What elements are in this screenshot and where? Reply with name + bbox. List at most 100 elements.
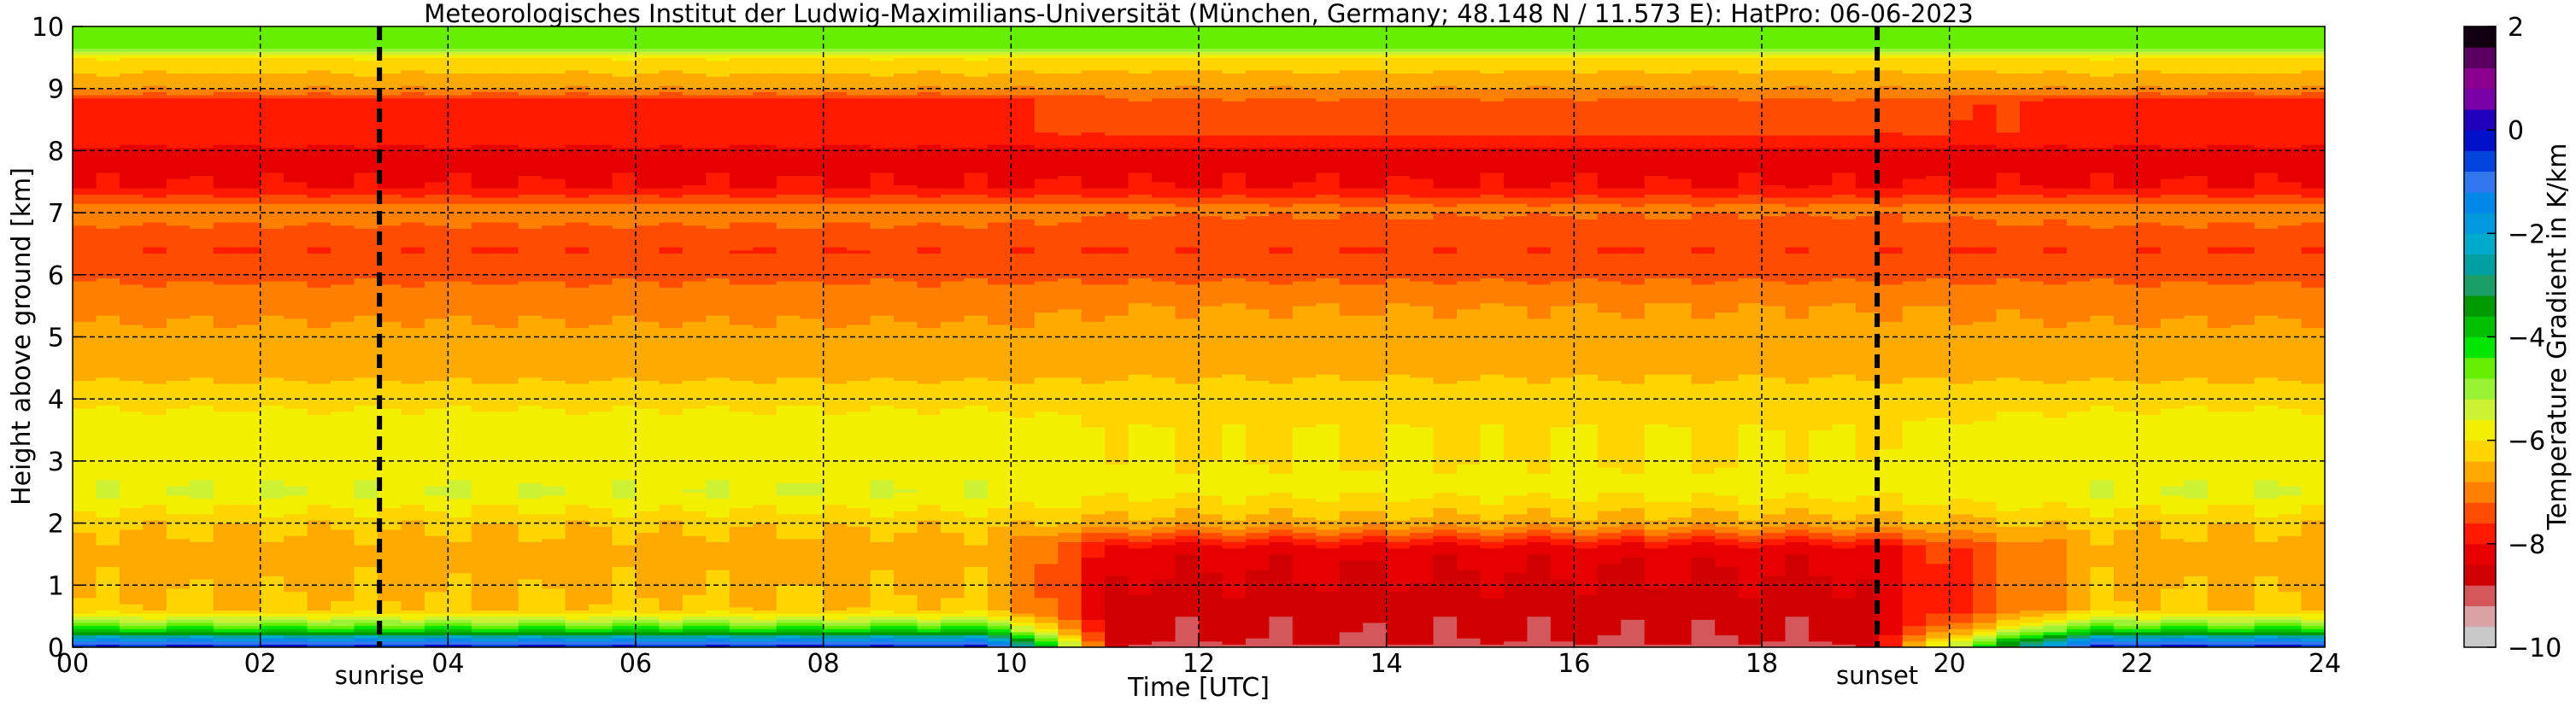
heatmap-cell [448, 587, 472, 593]
heatmap-cell [401, 448, 425, 453]
heatmap-cell [471, 482, 496, 487]
heatmap-cell [612, 405, 637, 409]
heatmap-cell [73, 312, 97, 316]
heatmap-cell [612, 374, 637, 378]
heatmap-cell [284, 392, 308, 397]
heatmap-cell [612, 349, 637, 354]
heatmap-cell [542, 51, 566, 56]
heatmap-cell [377, 321, 402, 325]
heatmap-cell [166, 324, 191, 329]
heatmap-cell [166, 482, 191, 487]
heatmap-cell [354, 492, 378, 496]
heatmap-cell [471, 532, 496, 536]
heatmap-cell [518, 553, 543, 558]
heatmap-cell [96, 200, 120, 204]
heatmap-cell [448, 135, 472, 139]
heatmap-cell [589, 302, 613, 307]
heatmap-cell [331, 169, 355, 173]
heatmap-cell [424, 464, 449, 468]
heatmap-cell [284, 293, 308, 297]
heatmap-cell [354, 60, 378, 65]
heatmap-cell [354, 94, 378, 99]
heatmap-cell [612, 94, 637, 99]
heatmap-cell [401, 91, 425, 96]
heatmap-cell [565, 283, 590, 288]
heatmap-cell [119, 380, 144, 384]
heatmap-cell [260, 315, 285, 319]
heatmap-cell [284, 234, 308, 238]
heatmap-cell [331, 206, 355, 211]
heatmap-cell [354, 51, 378, 56]
heatmap-cell [542, 135, 566, 139]
heatmap-cell [190, 498, 214, 502]
heatmap-cell [542, 206, 566, 211]
heatmap-cell [284, 361, 308, 365]
heatmap-cell [589, 94, 613, 99]
heatmap-cell [424, 585, 449, 589]
heatmap-cell [190, 535, 214, 540]
heatmap-cell [96, 560, 120, 564]
heatmap-cell [589, 435, 613, 441]
heatmap-cell [96, 268, 120, 272]
heatmap-cell [73, 57, 97, 61]
heatmap-cell [331, 488, 355, 493]
heatmap-cell [448, 414, 472, 418]
heatmap-cell [612, 190, 637, 195]
heatmap-cell [213, 591, 238, 595]
heatmap-cell [73, 327, 97, 331]
heatmap-cell [424, 494, 449, 500]
heatmap-cell [612, 476, 637, 481]
heatmap-cell [96, 488, 120, 493]
heatmap-cell [589, 579, 613, 583]
heatmap-cell [401, 247, 425, 251]
heatmap-cell [471, 73, 496, 77]
heatmap-cell [73, 324, 97, 329]
heatmap-cell [307, 203, 332, 207]
heatmap-cell [166, 557, 191, 561]
heatmap-cell [213, 63, 238, 67]
heatmap-cell [96, 566, 120, 570]
heatmap-cell [542, 538, 566, 542]
heatmap-cell [354, 272, 378, 276]
heatmap-cell [260, 408, 285, 412]
heatmap-cell [565, 374, 590, 378]
heatmap-cell [424, 135, 449, 139]
heatmap-cell [284, 504, 308, 509]
heatmap-cell [471, 315, 496, 319]
heatmap-cell [237, 253, 261, 257]
heatmap-cell [237, 557, 261, 561]
heatmap-cell [143, 283, 167, 288]
heatmap-cell [542, 67, 566, 71]
heatmap-cell [518, 272, 543, 276]
heatmap-cell [401, 318, 425, 322]
heatmap-cell [448, 283, 472, 288]
heatmap-cell [190, 296, 214, 301]
heatmap-cell [424, 576, 449, 580]
heatmap-cell [73, 116, 97, 120]
heatmap-cell [284, 547, 308, 552]
heatmap-cell [424, 476, 449, 481]
heatmap-cell [260, 333, 285, 338]
heatmap-cell [565, 154, 590, 158]
heatmap-cell [448, 128, 472, 133]
heatmap-cell [377, 272, 402, 276]
heatmap-cell [589, 262, 613, 266]
heatmap-cell [73, 424, 97, 428]
heatmap-cell [307, 79, 332, 84]
heatmap-cell [471, 638, 496, 642]
heatmap-cell [495, 128, 519, 133]
heatmap-cell [612, 392, 637, 397]
heatmap-cell [237, 545, 261, 549]
heatmap-cell [565, 622, 590, 627]
heatmap-cell [73, 128, 97, 133]
heatmap-cell [96, 122, 120, 126]
heatmap-cell [542, 367, 566, 372]
heatmap-cell [166, 553, 191, 558]
heatmap-cell [119, 420, 144, 424]
heatmap-cell [636, 365, 660, 369]
heatmap-cell [119, 281, 144, 285]
heatmap-cell [73, 48, 97, 52]
heatmap-cell [213, 610, 238, 614]
heatmap-cell [331, 541, 355, 546]
heatmap-cell [96, 32, 120, 37]
